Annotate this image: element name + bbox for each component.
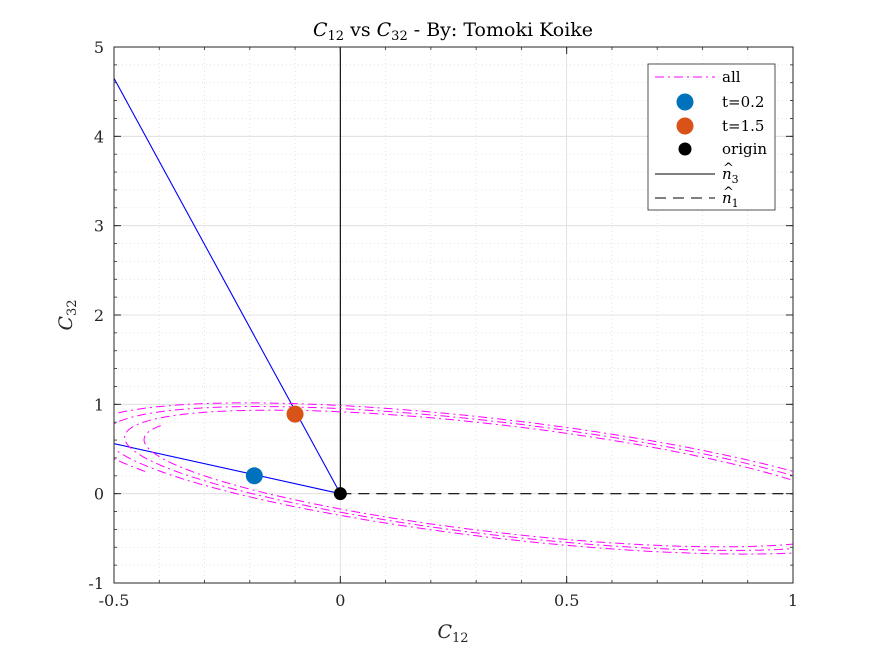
title-c1-sub: 12: [328, 29, 345, 44]
title-mid: vs: [344, 19, 377, 41]
y-tick-label: 5: [94, 38, 104, 57]
legend-label-4: n3: [722, 165, 739, 186]
legend-marker-2: [676, 117, 694, 135]
x-tick-label: 0.5: [554, 591, 579, 610]
legend-label-1: t=0.2: [722, 93, 764, 111]
legend-hat-4: ^: [723, 161, 734, 176]
ticks: -0.5 0 0.5 1 -1 0 1 2 3 4 5: [88, 38, 798, 610]
point-origin: [333, 487, 347, 501]
legend-label-3: origin: [722, 140, 767, 158]
y-axis-label-sub: 32: [65, 299, 80, 316]
chart-title: C12 vs C32 - By: Tomoki Koike: [313, 19, 593, 44]
legend-label-2: t=1.5: [722, 117, 764, 135]
legend-box: [647, 63, 776, 211]
point-t-0-2: [245, 467, 263, 485]
y-tick-label: -1: [88, 574, 104, 593]
legend-marker-3: [678, 142, 692, 156]
y-tick-label: 3: [94, 217, 104, 236]
x-tick-label: 1: [788, 591, 798, 610]
series-blue-line-2: [114, 443, 341, 495]
series-blue-line-1: [114, 78, 341, 494]
title-c2-sub: 32: [391, 29, 408, 44]
y-axis-label: C32: [55, 299, 80, 330]
x-tick-label: -0.5: [99, 591, 130, 610]
legend-marker-1: [676, 93, 694, 111]
legend-label-0: all: [722, 68, 741, 86]
y-tick-label: 1: [94, 395, 104, 414]
legend-hat-5: ^: [723, 185, 734, 200]
x-axis-label-base: C: [437, 621, 452, 643]
data-layer: [114, 47, 793, 555]
y-tick-label: 4: [94, 127, 104, 146]
title-c1: C: [313, 19, 328, 41]
point-t-1-5: [286, 405, 304, 423]
title-suffix: - By: Tomoki Koike: [408, 19, 593, 41]
x-axis-label-sub: 12: [452, 631, 469, 646]
x-tick-label: 0: [335, 591, 345, 610]
title-c2: C: [377, 19, 392, 41]
y-tick-label: 2: [94, 306, 104, 325]
x-axis-label: C12: [437, 621, 468, 646]
y-tick-label: 0: [94, 485, 104, 504]
legend-label-5: n1: [722, 189, 739, 210]
y-axis-label-base: C: [55, 316, 77, 331]
